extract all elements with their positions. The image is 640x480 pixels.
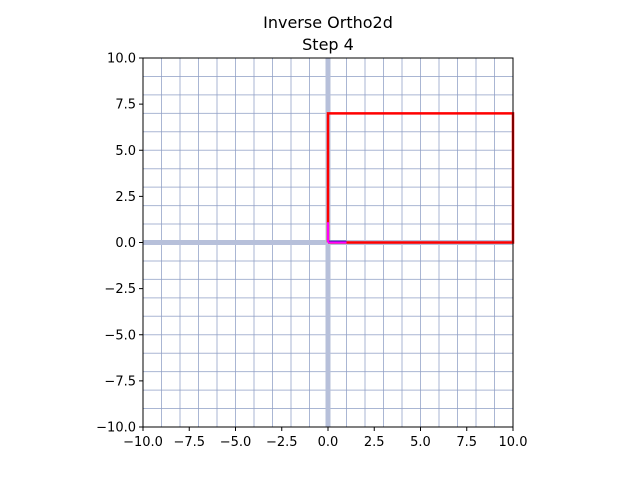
x-tick-label: −7.5 xyxy=(173,435,205,450)
x-tick-label: 2.5 xyxy=(364,435,385,450)
y-tick-label: −10.0 xyxy=(96,421,136,436)
x-tick-label: 5.0 xyxy=(410,435,431,450)
x-tick-label: −10.0 xyxy=(123,435,163,450)
y-tick-label: 5.0 xyxy=(115,144,136,159)
x-tick-label: 10.0 xyxy=(499,435,528,450)
y-tick-label: 7.5 xyxy=(115,98,136,113)
y-tick-label: 2.5 xyxy=(115,190,136,205)
chart-subtitle: Step 4 xyxy=(302,35,354,54)
x-ticks: −10.0 −7.5 −5.0 −2.5 0.0 2.5 5.0 7.5 10.0 xyxy=(123,427,527,450)
chart-title: Inverse Ortho2d xyxy=(263,13,393,32)
y-tick-label: −5.0 xyxy=(104,328,136,343)
x-tick-label: −5.0 xyxy=(220,435,252,450)
y-tick-label: −2.5 xyxy=(104,282,136,297)
x-tick-label: 7.5 xyxy=(456,435,477,450)
y-tick-label: 10.0 xyxy=(107,52,136,67)
y-tick-label: 0.0 xyxy=(115,236,136,251)
x-tick-label: 0.0 xyxy=(318,435,339,450)
y-tick-label: −7.5 xyxy=(104,374,136,389)
x-tick-label: −2.5 xyxy=(266,435,298,450)
y-ticks: −10.0 −7.5 −5.0 −2.5 0.0 2.5 5.0 7.5 10.0 xyxy=(96,52,143,436)
